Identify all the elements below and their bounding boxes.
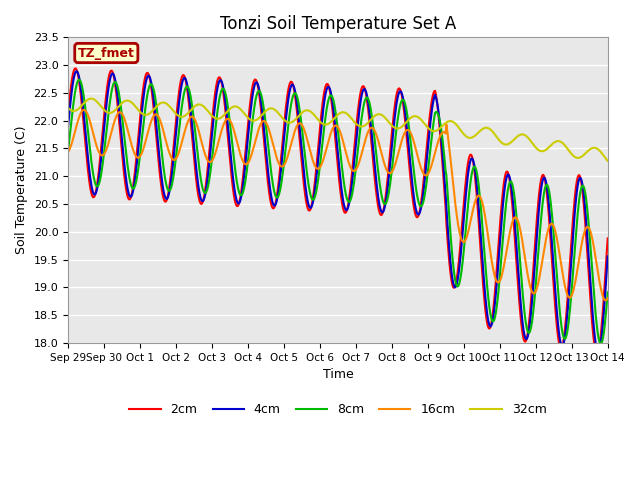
8cm bbox=[131, 185, 138, 191]
16cm bbox=[131, 150, 138, 156]
32cm bbox=[420, 120, 428, 126]
4cm bbox=[420, 185, 428, 191]
8cm bbox=[185, 86, 193, 92]
2cm bbox=[131, 176, 138, 181]
4cm bbox=[185, 93, 193, 99]
Line: 2cm: 2cm bbox=[68, 69, 608, 354]
4cm bbox=[75, 72, 83, 78]
Y-axis label: Soil Temperature (C): Soil Temperature (C) bbox=[15, 126, 28, 254]
4cm bbox=[604, 253, 612, 259]
16cm bbox=[602, 298, 609, 303]
4cm bbox=[214, 85, 221, 91]
Line: 32cm: 32cm bbox=[68, 98, 608, 161]
32cm bbox=[88, 96, 95, 101]
16cm bbox=[64, 149, 72, 155]
16cm bbox=[604, 295, 612, 301]
4cm bbox=[131, 182, 138, 188]
2cm bbox=[404, 149, 412, 155]
X-axis label: Time: Time bbox=[323, 368, 353, 381]
4cm bbox=[594, 348, 602, 354]
2cm bbox=[593, 351, 601, 357]
2cm bbox=[64, 110, 72, 116]
4cm bbox=[64, 123, 72, 129]
2cm bbox=[185, 101, 193, 107]
32cm bbox=[131, 102, 138, 108]
Line: 4cm: 4cm bbox=[68, 71, 608, 351]
16cm bbox=[185, 117, 193, 122]
2cm bbox=[75, 75, 83, 81]
16cm bbox=[80, 107, 88, 113]
8cm bbox=[604, 289, 612, 295]
Line: 8cm: 8cm bbox=[68, 80, 608, 344]
8cm bbox=[597, 341, 605, 347]
16cm bbox=[74, 118, 82, 124]
4cm bbox=[404, 137, 412, 143]
8cm bbox=[214, 108, 221, 114]
16cm bbox=[404, 127, 412, 133]
Title: Tonzi Soil Temperature Set A: Tonzi Soil Temperature Set A bbox=[220, 15, 456, 33]
4cm bbox=[72, 68, 80, 74]
32cm bbox=[604, 158, 612, 164]
32cm bbox=[64, 105, 72, 111]
Line: 16cm: 16cm bbox=[68, 110, 608, 300]
8cm bbox=[76, 77, 83, 83]
2cm bbox=[72, 66, 79, 72]
8cm bbox=[64, 147, 72, 153]
32cm bbox=[74, 107, 82, 112]
32cm bbox=[185, 109, 193, 115]
8cm bbox=[404, 118, 412, 123]
2cm bbox=[214, 77, 221, 83]
2cm bbox=[604, 236, 612, 241]
Legend: 2cm, 4cm, 8cm, 16cm, 32cm: 2cm, 4cm, 8cm, 16cm, 32cm bbox=[124, 398, 552, 421]
Text: TZ_fmet: TZ_fmet bbox=[78, 47, 135, 60]
32cm bbox=[214, 116, 221, 121]
2cm bbox=[420, 176, 428, 181]
16cm bbox=[420, 171, 428, 177]
16cm bbox=[214, 143, 221, 149]
32cm bbox=[404, 118, 412, 123]
8cm bbox=[420, 197, 428, 203]
8cm bbox=[74, 78, 82, 84]
